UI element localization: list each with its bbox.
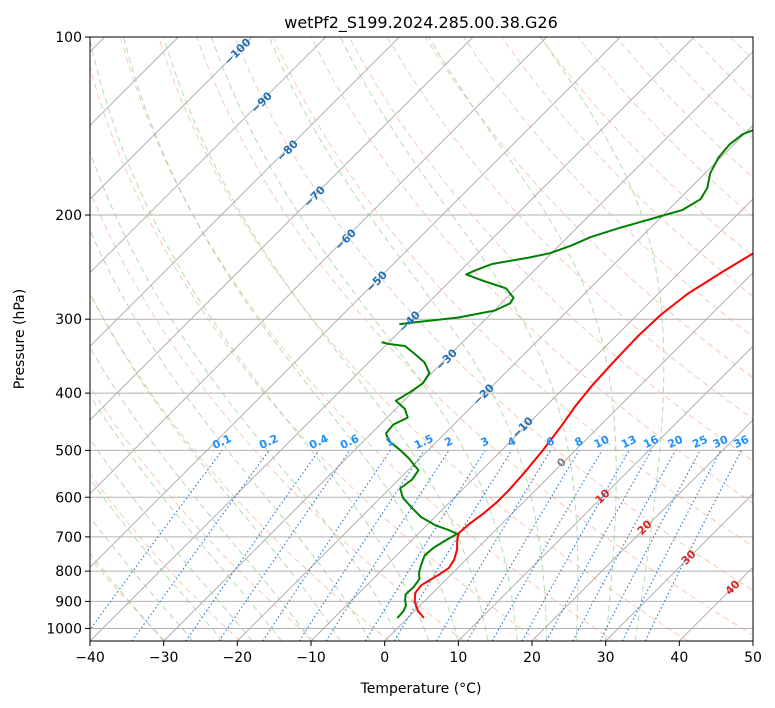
isotherm-line bbox=[90, 37, 695, 641]
moist-adiabat-line bbox=[210, 37, 518, 641]
dry-adiabat-line bbox=[90, 65, 540, 641]
mixing-ratio-label: 10 bbox=[592, 433, 612, 451]
dry-adiabat-line bbox=[463, 37, 753, 338]
dry-adiabat-line bbox=[90, 472, 241, 641]
axes: −40 −30 −20 −10 0 10 20 30 40 50 100 200 300 400 500 60… bbox=[46, 30, 762, 666]
mixing-ratio-line bbox=[90, 450, 223, 631]
isotherm-line bbox=[457, 345, 753, 641]
x-tick-label: 0 bbox=[380, 650, 389, 666]
dewpoint-profile-line bbox=[381, 341, 459, 619]
mixing-ratio-line bbox=[621, 450, 722, 641]
plot-frame bbox=[89, 36, 754, 642]
dewpoint-profile-line bbox=[399, 129, 753, 326]
x-tick-label: 20 bbox=[523, 650, 541, 666]
y-tick-label: 700 bbox=[55, 530, 82, 546]
moist-adiabat-line bbox=[268, 37, 548, 641]
moist-adiabat-line bbox=[90, 37, 430, 641]
moist-adiabat-line bbox=[540, 37, 665, 641]
moist-adiabat-line bbox=[90, 229, 371, 641]
y-tick-label: 300 bbox=[55, 312, 82, 328]
moist-adiabat-line bbox=[90, 437, 253, 641]
x-tick-label: −10 bbox=[296, 650, 326, 666]
isotherm-line bbox=[90, 37, 474, 421]
moist-adiabat-line bbox=[90, 346, 312, 641]
moist-adiabat-line bbox=[90, 552, 165, 641]
moist-adiabat-line bbox=[90, 394, 282, 641]
moist-adiabat-line bbox=[123, 37, 459, 641]
x-tick-label: 30 bbox=[597, 650, 615, 666]
isotherm-line bbox=[163, 50, 753, 641]
mixing-ratio-line bbox=[131, 450, 270, 641]
mixing-ratio-label: 25 bbox=[690, 433, 709, 451]
chart-title: wetPf2_S199.2024.285.00.38.G26 bbox=[284, 13, 558, 33]
isotherm-line bbox=[605, 492, 753, 641]
mixing-ratio-line bbox=[325, 450, 450, 641]
background-lines bbox=[90, 37, 753, 641]
moist-adiabat-line bbox=[339, 37, 579, 641]
mixing-ratio-label: 13 bbox=[619, 433, 638, 451]
mixing-ratio-label: 20 bbox=[666, 433, 686, 451]
mixing-ratio-line bbox=[185, 450, 320, 641]
mixing-ratio-line bbox=[393, 450, 513, 641]
isotherm-line bbox=[531, 419, 753, 641]
mixing-ratio-label: 16 bbox=[641, 433, 661, 451]
mixing-ratio-line bbox=[545, 450, 652, 641]
isotherm-line bbox=[90, 37, 621, 569]
moist-adiabat-line bbox=[90, 292, 341, 641]
dry-adiabat-line bbox=[119, 37, 614, 641]
isotherm-line bbox=[384, 271, 753, 641]
x-tick-label: −20 bbox=[223, 650, 253, 666]
dry-adiabat-line bbox=[424, 37, 753, 379]
x-axis-title: Temperature (°C) bbox=[360, 681, 482, 697]
isotherm-line bbox=[90, 37, 548, 495]
y-tick-label: 900 bbox=[55, 594, 82, 610]
mixing-ratio-line bbox=[644, 450, 742, 641]
y-tick-label: 400 bbox=[55, 386, 82, 402]
y-tick-label: 500 bbox=[55, 443, 82, 459]
dry-adiabat-line bbox=[90, 385, 316, 641]
y-tick-label: 1000 bbox=[46, 621, 82, 637]
isotherm-line bbox=[236, 124, 753, 641]
mixing-ratio-line bbox=[521, 450, 630, 641]
x-tick-label: 40 bbox=[670, 650, 688, 666]
x-tick-label: 50 bbox=[744, 650, 762, 666]
mixing-ratio-label: 30 bbox=[711, 433, 731, 451]
mixing-ratio-label: 36 bbox=[732, 433, 752, 451]
dry-adiabat-line bbox=[90, 292, 390, 641]
dry-adiabat-line bbox=[196, 37, 753, 636]
isotherm-line bbox=[90, 37, 327, 274]
mixing-ratio-line bbox=[298, 450, 425, 641]
dry-adiabat-line bbox=[158, 37, 689, 641]
moist-adiabat-line bbox=[428, 37, 617, 641]
dry-adiabat-line bbox=[90, 190, 465, 641]
moist-adiabat-line bbox=[163, 37, 489, 641]
dry-adiabat-line bbox=[386, 37, 753, 420]
dry-adiabat-line bbox=[272, 37, 753, 547]
isotherm-line bbox=[310, 198, 753, 641]
moist-adiabat-line bbox=[90, 478, 223, 641]
y-tick-label: 200 bbox=[55, 208, 82, 224]
y-tick-label: 800 bbox=[55, 564, 82, 580]
y-tick-label: 100 bbox=[55, 30, 82, 46]
mixing-ratio-line bbox=[218, 450, 351, 641]
dry-adiabat-line bbox=[348, 37, 753, 462]
isotherm-line bbox=[90, 37, 253, 200]
moist-adiabat-line bbox=[90, 150, 400, 641]
temperature-profile-line bbox=[413, 252, 753, 619]
y-tick-label: 600 bbox=[55, 490, 82, 506]
x-tick-label: −30 bbox=[149, 650, 179, 666]
sounding-profiles bbox=[381, 129, 753, 619]
y-axis-title: Pressure (hPa) bbox=[12, 289, 28, 389]
dry-adiabat-line bbox=[234, 37, 753, 591]
isotherm-line bbox=[90, 37, 400, 348]
mixing-ratio-line bbox=[572, 450, 676, 641]
mixing-ratio-line bbox=[262, 450, 391, 641]
moist-adiabat-line bbox=[90, 516, 194, 641]
x-tick-label: 10 bbox=[449, 650, 467, 666]
x-tick-label: −40 bbox=[75, 650, 105, 666]
dry-adiabat-line bbox=[501, 37, 753, 298]
